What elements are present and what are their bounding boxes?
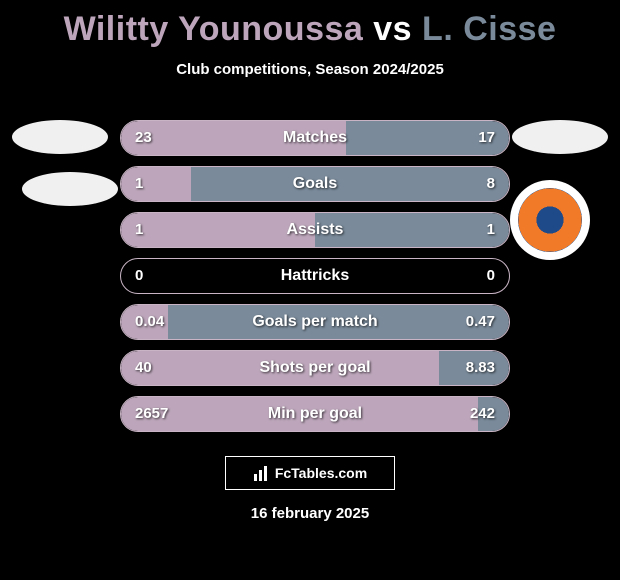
stats-container: Matches2317Goals18Assists11Hattricks00Go… [120, 120, 510, 442]
page-title: Wilitty Younoussa vs L. Cisse [0, 0, 620, 49]
club-logo-inner [518, 188, 582, 252]
stat-value-right: 8.83 [466, 351, 495, 385]
player1-badge-2 [22, 172, 118, 206]
footer-date: 16 february 2025 [0, 505, 620, 522]
stat-value-right: 8 [487, 167, 495, 201]
stat-value-left: 0.04 [135, 305, 164, 339]
stat-label: Shots per goal [121, 351, 509, 385]
subtitle: Club competitions, Season 2024/2025 [0, 61, 620, 78]
stat-label: Min per goal [121, 397, 509, 431]
stat-value-left: 40 [135, 351, 152, 385]
stat-label: Matches [121, 121, 509, 155]
stat-row: Hattricks0 0 [120, 258, 510, 294]
stat-row: Assists1 1 [120, 212, 510, 248]
stat-value-left: 23 [135, 121, 152, 155]
stat-value-right: 17 [478, 121, 495, 155]
footer-brand-text: FcTables.com [275, 465, 367, 481]
stat-value-left: 0 [135, 259, 143, 293]
stat-label: Goals per match [121, 305, 509, 339]
player2-badge-1 [512, 120, 608, 154]
stat-row: Min per goal2657 242 [120, 396, 510, 432]
stat-row: Matches23 17 [120, 120, 510, 156]
player1-badge-1 [12, 120, 108, 154]
player1-name: Wilitty Younoussa [64, 10, 364, 48]
vs-text: vs [373, 10, 412, 48]
player2-name: L. Cisse [422, 10, 556, 48]
stat-row: Goals1 8 [120, 166, 510, 202]
stat-value-right: 0.47 [466, 305, 495, 339]
stat-value-right: 242 [470, 397, 495, 431]
stat-value-right: 0 [487, 259, 495, 293]
stat-label: Assists [121, 213, 509, 247]
footer-brand: FcTables.com [225, 456, 395, 490]
stat-value-left: 1 [135, 167, 143, 201]
stat-row: Shots per goal40 8.83 [120, 350, 510, 386]
club-logo [510, 180, 590, 260]
bar-chart-icon [253, 464, 271, 482]
stat-value-left: 2657 [135, 397, 168, 431]
stat-row: Goals per match0.04 0.47 [120, 304, 510, 340]
stat-label: Goals [121, 167, 509, 201]
stat-label: Hattricks [121, 259, 509, 293]
stat-value-left: 1 [135, 213, 143, 247]
stat-value-right: 1 [487, 213, 495, 247]
